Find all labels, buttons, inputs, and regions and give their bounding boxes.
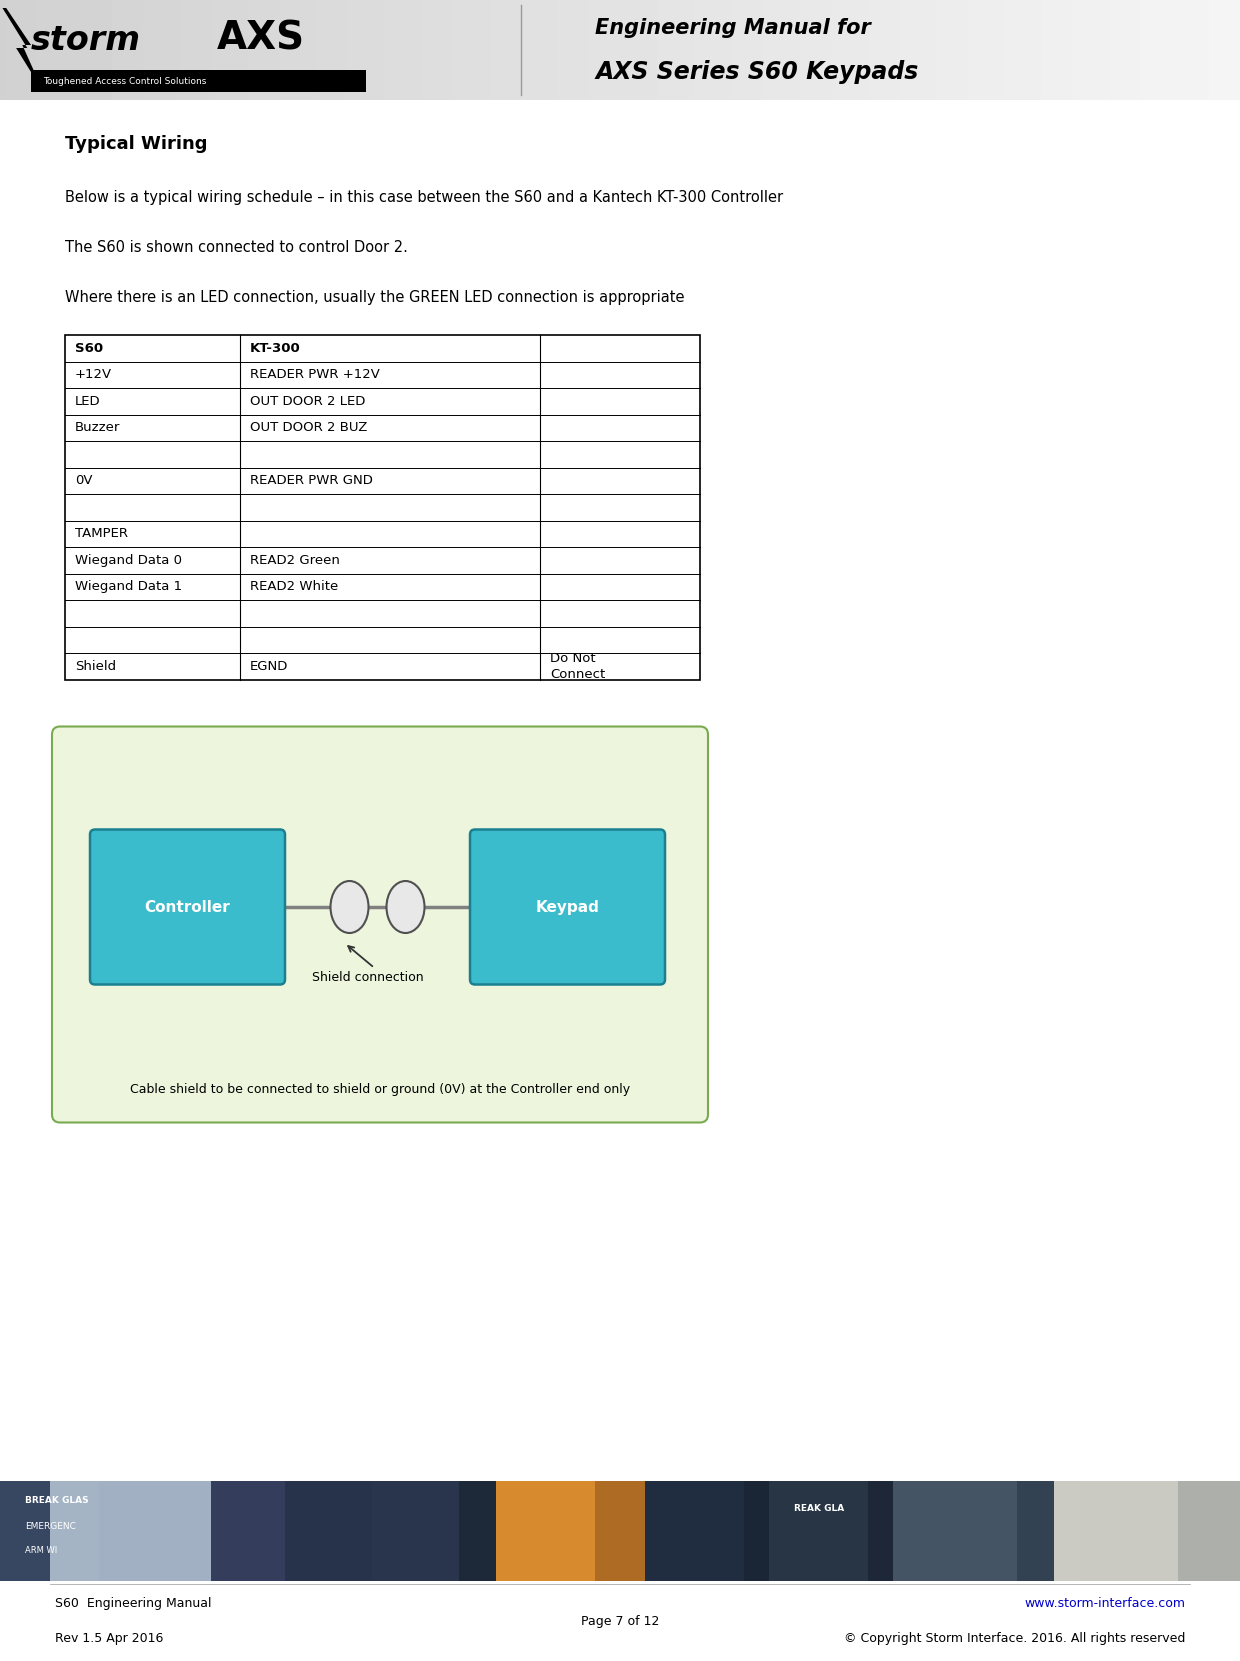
Text: storm: storm [31, 23, 141, 56]
Text: Do Not
Connect: Do Not Connect [551, 651, 605, 681]
Bar [893, 1482, 1017, 1581]
FancyBboxPatch shape [52, 726, 708, 1123]
Text: Toughened Access Control Solutions: Toughened Access Control Solutions [43, 76, 207, 85]
Bar [893, 1482, 1079, 1581]
Text: Keypad: Keypad [536, 900, 599, 915]
Text: www.storm-interface.com: www.storm-interface.com [1024, 1596, 1185, 1610]
Text: EGND: EGND [250, 659, 289, 673]
Text: +12V: +12V [74, 369, 112, 382]
Text: OUT DOOR 2 LED: OUT DOOR 2 LED [250, 395, 366, 407]
Bar [1054, 1482, 1240, 1581]
Text: 0V: 0V [74, 475, 93, 487]
Bar [64, 336, 701, 679]
Text: Engineering Manual for: Engineering Manual for [595, 18, 870, 38]
Text: S60: S60 [74, 342, 103, 355]
Bar [645, 1482, 794, 1581]
Bar [50, 1482, 211, 1581]
Text: EMERGENC: EMERGENC [25, 1521, 76, 1531]
Bar [372, 1482, 459, 1581]
FancyBboxPatch shape [470, 829, 665, 985]
Bar [769, 1482, 893, 1581]
Bar [31, 70, 366, 91]
Text: Shield: Shield [74, 659, 117, 673]
Polygon shape [2, 8, 43, 91]
Text: Cable shield to be connected to shield or ground (0V) at the Controller end only: Cable shield to be connected to shield o… [130, 1083, 630, 1096]
Bar [769, 1482, 868, 1581]
FancyBboxPatch shape [91, 829, 285, 985]
Ellipse shape [331, 880, 368, 933]
Text: AXS Series S60 Keypads: AXS Series S60 Keypads [595, 60, 919, 85]
Text: AXS: AXS [217, 18, 305, 56]
Bar [1054, 1482, 1178, 1581]
Text: REAK GLA: REAK GLA [794, 1503, 844, 1513]
Text: LED: LED [74, 395, 100, 407]
Text: READ2 White: READ2 White [250, 580, 339, 593]
Bar [211, 1482, 285, 1581]
Text: S60  Engineering Manual: S60 Engineering Manual [55, 1596, 212, 1610]
Text: BREAK GLAS: BREAK GLAS [25, 1497, 88, 1505]
Text: Buzzer: Buzzer [74, 422, 120, 434]
Text: TAMPER: TAMPER [74, 527, 128, 540]
Text: Controller: Controller [145, 900, 231, 915]
Bar [645, 1482, 744, 1581]
Text: OUT DOOR 2 BUZ: OUT DOOR 2 BUZ [250, 422, 367, 434]
Text: KT-300: KT-300 [250, 342, 301, 355]
Text: Where there is an LED connection, usually the GREEN LED connection is appropriat: Where there is an LED connection, usuall… [64, 291, 684, 306]
Bar [0, 1482, 211, 1581]
Text: READ2 Green: READ2 Green [250, 553, 340, 566]
Text: Wiegand Data 0: Wiegand Data 0 [74, 553, 182, 566]
Text: © Copyright Storm Interface. 2016. All rights reserved: © Copyright Storm Interface. 2016. All r… [843, 1633, 1185, 1644]
Bar [0, 1482, 99, 1581]
Text: Typical Wiring: Typical Wiring [64, 135, 207, 153]
Text: READER PWR GND: READER PWR GND [250, 475, 373, 487]
Text: ARM WI: ARM WI [25, 1546, 57, 1555]
Bar [211, 1482, 372, 1581]
Text: Page 7 of 12: Page 7 of 12 [580, 1614, 660, 1628]
Text: The S60 is shown connected to control Door 2.: The S60 is shown connected to control Do… [64, 239, 408, 256]
Text: Below is a typical wiring schedule – in this case between the S60 and a Kantech : Below is a typical wiring schedule – in … [64, 189, 784, 204]
Bar [496, 1482, 595, 1581]
Bar [496, 1482, 645, 1581]
Bar [372, 1482, 496, 1581]
Text: Wiegand Data 1: Wiegand Data 1 [74, 580, 182, 593]
Text: Shield connection: Shield connection [311, 972, 423, 983]
Text: READER PWR +12V: READER PWR +12V [250, 369, 379, 382]
Text: Rev 1.5 Apr 2016: Rev 1.5 Apr 2016 [55, 1633, 164, 1644]
Ellipse shape [387, 880, 424, 933]
